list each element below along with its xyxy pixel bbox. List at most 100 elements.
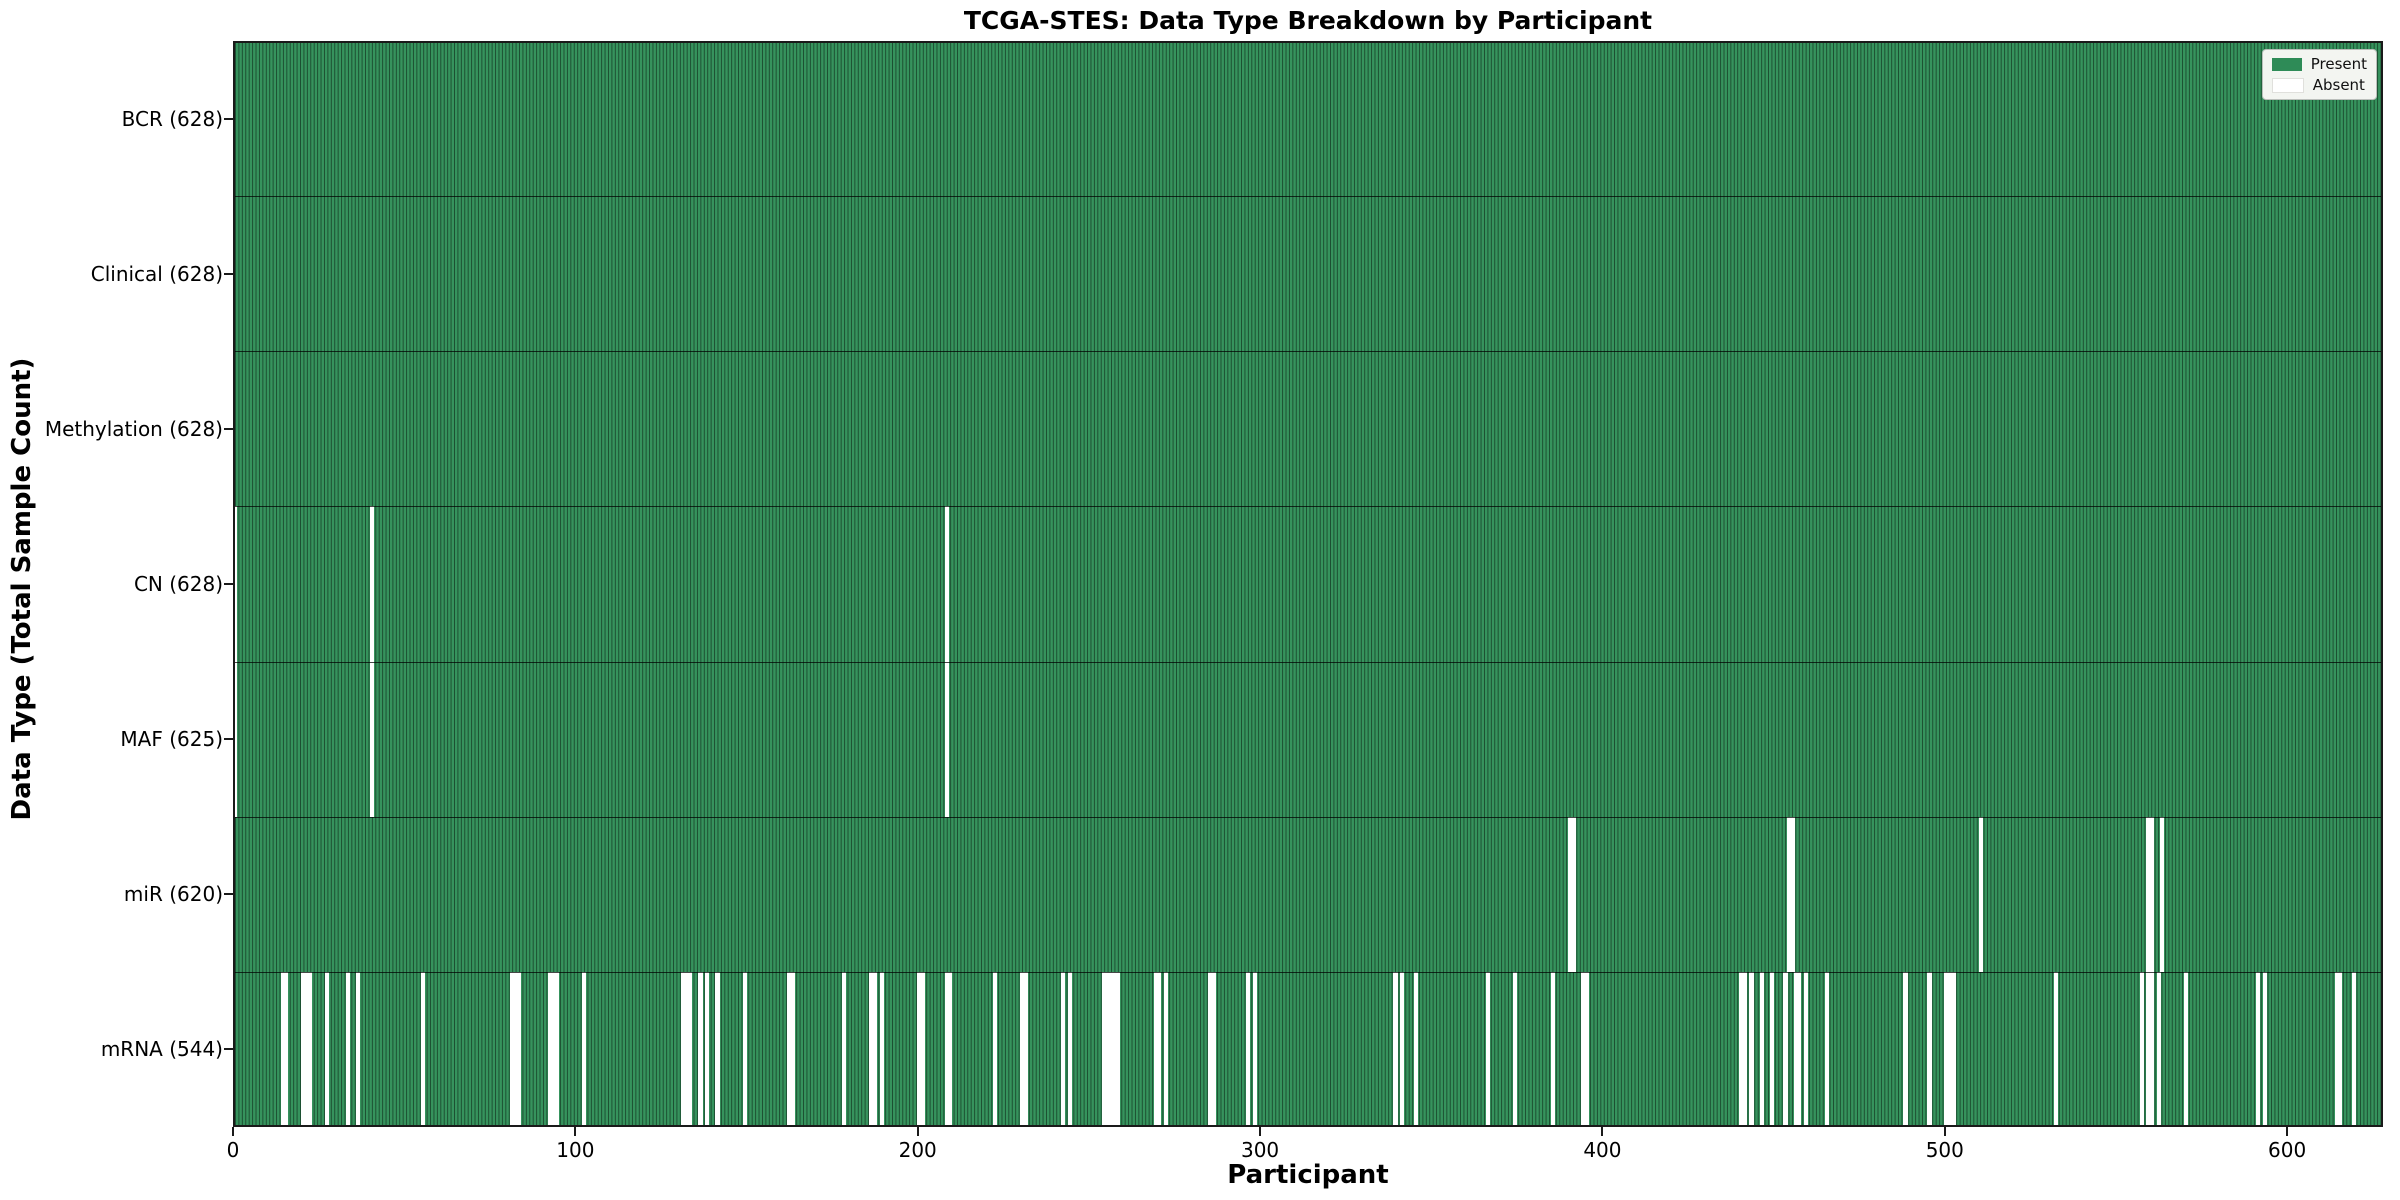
x-axis-tick-labels: 0 100 200 300 400 500 600 (227, 1127, 2383, 1187)
y-tick-mark (224, 583, 233, 585)
absent-gap (1903, 971, 1908, 1125)
absent-gap (948, 971, 953, 1125)
absent-gap (516, 971, 522, 1125)
absent-gap (1102, 971, 1107, 1125)
absent-gap (1163, 971, 1169, 1125)
absent-gap (992, 971, 997, 1125)
x-tick-label: 400 (1583, 1138, 1622, 1162)
absent-gap (581, 971, 587, 1125)
chart-title: TCGA-STES: Data Type Breakdown by Partic… (963, 6, 1653, 35)
absent-gap (369, 661, 374, 817)
absent-gap (369, 506, 374, 662)
y-tick-label: Clinical (628) (90, 261, 223, 286)
absent-gap (1115, 971, 1121, 1125)
absent-gap (1023, 971, 1028, 1125)
absent-gap (1550, 971, 1555, 1125)
x-tick-label: 0 (226, 1138, 240, 1162)
absent-gap (1927, 971, 1932, 1125)
x-tick-mark (916, 1127, 919, 1136)
x-tick-mark (1259, 1127, 1262, 1136)
absent-gap (841, 971, 847, 1125)
legend-swatch-absent (2271, 77, 2304, 93)
legend-label-absent: Absent (2312, 76, 2365, 94)
row-divider (235, 506, 2381, 508)
x-tick-mark (2286, 1127, 2289, 1136)
absent-gap (687, 971, 693, 1125)
absent-gap (1824, 971, 1829, 1125)
y-tick-mark (224, 738, 233, 741)
absent-gap (547, 971, 552, 1125)
absent-gap (1252, 971, 1258, 1125)
absent-gap (1951, 971, 1956, 1125)
y-tick-mark (224, 117, 233, 120)
absent-gap (1245, 971, 1251, 1125)
x-tick-label: 200 (898, 1138, 937, 1162)
absent-gap (2351, 971, 2357, 1125)
absent-gap (420, 971, 426, 1125)
absent-gap (1567, 816, 1573, 972)
y-tick-label: mRNA (544) (100, 1037, 223, 1062)
legend-item-absent: Absent (2271, 76, 2367, 94)
x-tick-label: 600 (2268, 1138, 2307, 1162)
absent-gap (1584, 971, 1590, 1125)
row-divider (235, 971, 2381, 973)
absent-gap (2262, 971, 2268, 1125)
absent-gap (1749, 971, 1754, 1125)
row-mrna (235, 971, 2381, 1125)
absent-gap (1804, 971, 1809, 1125)
row-mir (235, 816, 2381, 972)
absent-gap (917, 971, 922, 1125)
y-tick-label: Methylation (628) (44, 416, 223, 441)
row-divider (235, 661, 2381, 663)
absent-gap (1513, 971, 1518, 1125)
absent-gap (684, 971, 689, 1125)
row-clinical (235, 196, 2381, 352)
row-bcr (235, 43, 2381, 197)
absent-gap (681, 971, 686, 1125)
absent-gap (2184, 971, 2189, 1125)
absent-gap (1109, 971, 1114, 1125)
legend-swatch-present (2271, 57, 2302, 71)
y-tick-label: BCR (628) (121, 106, 223, 131)
y-tick-label: CN (628) (133, 572, 223, 596)
absent-gap (879, 971, 884, 1125)
absent-gap (235, 661, 237, 817)
absent-gap (787, 971, 792, 1125)
y-tick-mark (224, 893, 233, 896)
x-tick-mark (1943, 1127, 1946, 1136)
absent-gap (1208, 971, 1213, 1125)
row-maf (235, 661, 2381, 817)
absent-gap (2139, 971, 2144, 1125)
absent-gap (2160, 816, 2165, 972)
absent-gap (325, 971, 330, 1125)
absent-gap (1211, 971, 1217, 1125)
absent-gap (1790, 816, 1795, 972)
y-tick-mark (224, 272, 233, 275)
y-tick-mark (224, 427, 233, 430)
y-tick-mark (224, 1048, 233, 1051)
y-axis-label: Data Type (Total Sample Count) (7, 357, 37, 821)
absent-gap (2149, 971, 2155, 1125)
absent-gap (715, 971, 720, 1125)
row-divider (235, 196, 2381, 198)
x-tick-label: 300 (1240, 1138, 1280, 1162)
row-cn (235, 506, 2381, 662)
absent-gap (920, 971, 926, 1125)
absent-gap (944, 971, 949, 1125)
x-tick-label: 100 (556, 1138, 595, 1162)
absent-gap (355, 971, 361, 1125)
absent-gap (1393, 971, 1398, 1125)
absent-gap (280, 971, 285, 1125)
y-axis-tick-labels: BCR (628) Clinical (628) Methylation (628)… (0, 41, 223, 1127)
absent-gap (944, 506, 949, 662)
absent-gap (1944, 971, 1949, 1125)
absent-gap (1742, 971, 1747, 1125)
absent-gap (1020, 971, 1025, 1125)
absent-gap (1769, 971, 1775, 1125)
legend: Present Absent (2261, 49, 2377, 100)
absent-gap (1738, 971, 1744, 1125)
absent-gap (1105, 971, 1110, 1125)
absent-gap (705, 971, 710, 1125)
absent-gap (2156, 971, 2161, 1125)
absent-gap (1156, 971, 1162, 1125)
